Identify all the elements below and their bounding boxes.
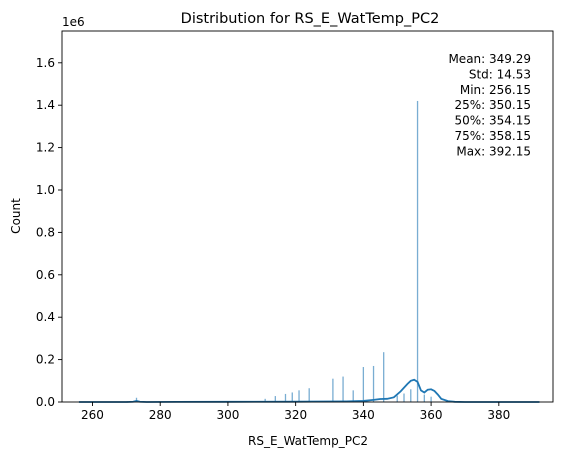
x-tick-label: 360 <box>420 408 443 422</box>
histogram-bar <box>284 393 287 402</box>
histogram-bar <box>410 389 412 402</box>
stat-line: 50%: 354.15 <box>454 114 531 128</box>
y-tick-label: 0.2 <box>36 353 55 367</box>
histogram-bar <box>383 352 385 402</box>
stat-line: Std: 14.53 <box>469 67 531 81</box>
histogram-bar <box>135 397 138 402</box>
histogram-bar <box>291 392 293 402</box>
stat-line: Min: 256.15 <box>460 83 531 97</box>
histogram-bar <box>308 388 310 402</box>
x-tick-label: 340 <box>352 408 375 422</box>
histogram-bar <box>416 100 419 403</box>
histogram-bar <box>372 365 375 402</box>
stat-line: 25%: 350.15 <box>454 98 531 112</box>
y-tick-label: 1.2 <box>36 141 55 155</box>
histogram-bar <box>298 390 300 402</box>
chart-title: Distribution for RS_E_WatTemp_PC2 <box>181 11 440 27</box>
y-tick-label: 0.6 <box>36 268 55 282</box>
histogram-bars <box>135 100 432 403</box>
plot-frame <box>61 30 554 403</box>
x-tick-label: 280 <box>149 408 172 422</box>
x-tick-label: 320 <box>284 408 307 422</box>
plot-area <box>61 30 554 403</box>
x-tick-label: 300 <box>216 408 239 422</box>
x-axis: 260 280 300 320 340 360 380 <box>81 402 510 422</box>
stat-line: Max: 392.15 <box>456 144 531 158</box>
x-axis-label: RS_E_WatTemp_PC2 <box>248 434 368 448</box>
stat-line: Mean: 349.29 <box>448 52 531 66</box>
histogram-bar <box>396 395 398 402</box>
x-tick-label: 260 <box>81 408 104 422</box>
y-tick-label: 0.0 <box>36 395 55 409</box>
y-tick-label: 0.8 <box>36 225 55 239</box>
y-axis-scale-label: 1e6 <box>62 15 85 29</box>
y-axis: 0.0 0.2 0.4 0.6 0.8 1.0 1.2 1.4 1.6 <box>36 56 62 409</box>
histogram-bar <box>403 393 405 402</box>
histogram-bar <box>362 367 365 402</box>
histogram-bar <box>274 396 276 402</box>
stat-line: 75%: 358.15 <box>454 129 531 143</box>
y-tick-label: 0.4 <box>36 310 55 324</box>
x-tick-label: 380 <box>487 408 510 422</box>
histogram-bar <box>423 394 425 402</box>
y-tick-label: 1.0 <box>36 183 55 197</box>
histogram-bar <box>430 396 432 402</box>
y-tick-label: 1.6 <box>36 56 55 70</box>
y-axis-label: Count <box>9 198 23 234</box>
histogram-bar <box>352 390 354 402</box>
histogram-bar <box>332 378 334 402</box>
histogram-bar <box>342 376 344 402</box>
y-tick-label: 1.4 <box>36 98 55 112</box>
histogram-bar <box>264 398 266 402</box>
